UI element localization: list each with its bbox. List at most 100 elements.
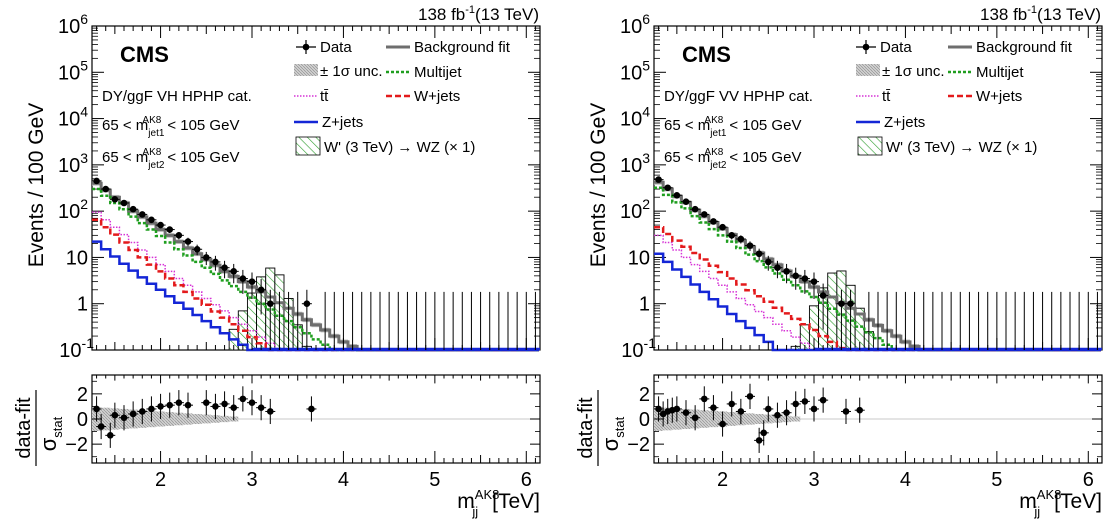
category-label: DY/ggF VH HPHP cat.	[102, 88, 252, 105]
category-label: DY/ggF VV HPHP cat.	[664, 88, 813, 105]
lumi-label: 138 fb-1(13 TeV)	[980, 4, 1101, 24]
ratio-unc-bin	[791, 416, 801, 422]
data-point	[810, 278, 818, 285]
ratio-point	[746, 393, 754, 400]
data-point	[212, 258, 219, 266]
data-point	[248, 278, 256, 285]
svg-text:Z+jets: Z+jets	[884, 114, 925, 131]
ratio-point	[755, 437, 763, 444]
svg-text:Z+jets: Z+jets	[322, 114, 363, 131]
ratio-point	[764, 405, 772, 413]
y-tick-label: 10-1	[59, 335, 94, 362]
ratio-point	[710, 404, 717, 411]
y-tick-label: 106	[58, 11, 88, 38]
ratio-unc-bin	[165, 412, 175, 426]
data-point	[239, 275, 247, 282]
ratio-point	[691, 414, 699, 422]
background-lines	[654, 180, 1102, 352]
cut-jet1: 65 < mjet1AK8 < 105 GeV	[664, 115, 801, 139]
ratio-point	[166, 401, 174, 409]
legend-signal: W' (3 TeV) → WZ (× 1)	[295, 136, 475, 156]
data-point	[148, 216, 155, 224]
ratio-point	[230, 404, 238, 411]
data-point	[755, 250, 763, 258]
data-point	[221, 264, 228, 271]
data-point	[691, 205, 699, 213]
ratio-unc-bin	[201, 414, 211, 424]
svg-text:W+jets: W+jets	[414, 88, 460, 105]
svg-text:Data: Data	[880, 39, 912, 56]
legend-ttbar: tt̄	[856, 88, 891, 105]
legend-bkgfit: Background fit	[948, 39, 1073, 56]
x-tick-label: 2	[155, 469, 166, 491]
signal-bin	[827, 272, 838, 351]
x-axis-label: mAK8 jj [TeV]	[457, 487, 540, 519]
x-tick-label: 6	[1083, 469, 1094, 491]
svg-text:± 1σ unc.: ± 1σ unc.	[320, 63, 383, 80]
main-plot: 10-1 1 10 102 103 104 105 106 CMS DY/ggF VV HPH…	[620, 11, 1103, 362]
svg-text:W+jets: W+jets	[976, 88, 1022, 105]
legend-zjets: Z+jets	[294, 114, 363, 131]
data-point	[93, 177, 100, 185]
svg-text:W' (3 TeV) → WZ (× 1): W' (3 TeV) → WZ (× 1)	[324, 139, 475, 156]
data-point	[303, 300, 311, 308]
ratio-point	[138, 408, 146, 415]
data-point	[673, 191, 681, 199]
ratio-point	[97, 423, 105, 430]
y-tick-label: 104	[58, 104, 88, 131]
line-bkgfit	[654, 180, 1101, 352]
ratio-point	[819, 396, 827, 404]
legend-unc: ± 1σ unc.	[856, 63, 945, 80]
y-tick-label: 1	[77, 294, 88, 316]
data-point	[838, 300, 845, 308]
line-wjets	[654, 225, 1101, 352]
data-point	[184, 238, 192, 245]
legend-zjets: Z+jets	[856, 114, 925, 131]
ratio-unc-bin	[183, 413, 193, 425]
line-zjets	[654, 252, 1101, 352]
data-point	[120, 199, 128, 207]
cms-label: CMS	[120, 42, 169, 67]
x-tick-label: 4	[900, 469, 911, 491]
panel-right: 138 fb-1(13 TeV) Events / 100 GeV data-f…	[575, 4, 1103, 519]
y-tick-label: 102	[620, 196, 650, 223]
legend-multijet: Multijet	[948, 64, 1024, 81]
y-tick-label: 10	[628, 247, 650, 269]
ratio-tick-label: −2	[65, 434, 88, 456]
legend-ttbar: tt̄	[294, 88, 329, 105]
ratio-point	[792, 400, 800, 408]
y-tick-label: 105	[620, 57, 650, 84]
data-point	[129, 205, 137, 213]
ratio-denominator: σstat	[598, 416, 627, 451]
line-ttbar	[92, 211, 539, 351]
data-points	[91, 177, 536, 350]
y-tick-label: 102	[58, 196, 88, 223]
ratio-point	[120, 414, 128, 422]
svg-text:Background fit: Background fit	[414, 39, 511, 56]
ratio-point	[248, 399, 256, 406]
ratio-point	[801, 398, 809, 405]
ratio-plot: −2 0 2 2 3 4 5 6	[627, 26, 1103, 491]
legend-wjets: W+jets	[948, 88, 1022, 105]
data-point	[847, 300, 854, 308]
y-tick-label: 10	[66, 247, 88, 269]
data-point	[102, 185, 110, 193]
cut-jet2: 65 < mjet2AK8 < 105 GeV	[102, 147, 239, 171]
x-tick-label: 3	[808, 469, 819, 491]
data-point	[774, 264, 781, 271]
data-point	[737, 235, 745, 243]
y-ticks: 10-1 1 10 102 103 104 105 106	[58, 11, 540, 362]
ratio-point	[257, 404, 265, 411]
ratio-point	[673, 405, 681, 413]
ratio-point	[184, 401, 192, 409]
legend-wjets: W+jets	[386, 88, 460, 105]
svg-text:tt̄: tt̄	[320, 88, 329, 105]
ratio-unc-bin	[727, 412, 737, 426]
y-tick-label: 1	[639, 294, 650, 316]
data-point	[166, 226, 174, 233]
ratio-axis-label: data-fit σstat	[13, 390, 65, 466]
data-point	[230, 268, 238, 275]
ratio-point	[266, 408, 274, 415]
ratio-point	[212, 403, 219, 410]
x-tick-label: 3	[246, 469, 257, 491]
